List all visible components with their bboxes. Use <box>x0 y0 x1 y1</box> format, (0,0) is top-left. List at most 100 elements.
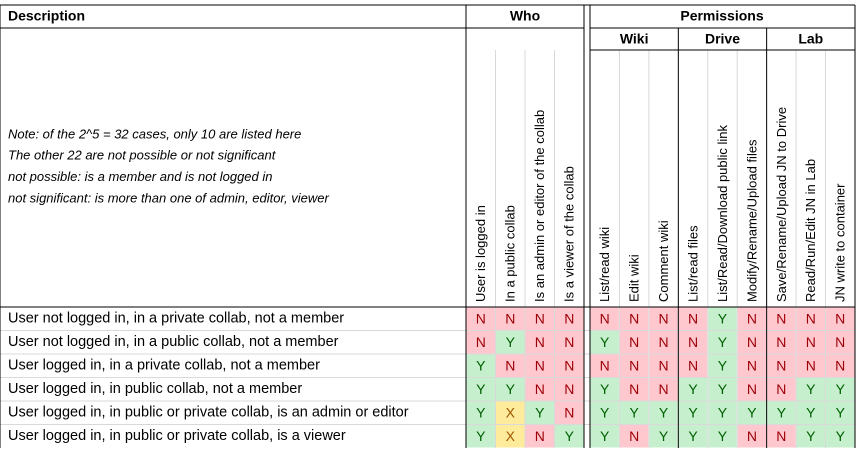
cell-value: N <box>776 428 786 444</box>
cell-value: N <box>535 428 545 444</box>
cell-value: N <box>659 334 669 350</box>
note-line: not significant: is more than one of adm… <box>8 190 330 205</box>
cell-value: N <box>806 357 816 373</box>
cell-value: N <box>564 310 574 326</box>
cell-value: N <box>747 428 757 444</box>
row-label: User logged in, in a private collab, not… <box>8 358 320 374</box>
permissions-header: Permissions <box>680 8 763 24</box>
cell-value: N <box>806 310 816 326</box>
cell-value: Y <box>718 310 728 326</box>
cell-value: N <box>564 404 574 420</box>
cell-value: N <box>505 357 515 373</box>
cell-value: Y <box>718 428 728 444</box>
cell-value: N <box>776 381 786 397</box>
cell-value: Y <box>806 428 816 444</box>
cell-value: Y <box>747 404 757 420</box>
cell-value: N <box>747 357 757 373</box>
cell-value: Y <box>506 334 516 350</box>
column-header: Is a viewer of the collab <box>562 166 577 302</box>
note-line: The other 22 are not possible or not sig… <box>8 148 277 163</box>
cell-value: Y <box>600 404 610 420</box>
cell-value: Y <box>659 404 669 420</box>
cell-value: Y <box>629 404 639 420</box>
column-header: Save/Rename/Upload JN to Drive <box>774 107 789 302</box>
cell-value: N <box>806 334 816 350</box>
cell-value: Y <box>688 404 698 420</box>
cell-value: Y <box>600 381 610 397</box>
column-header: List/read wiki <box>597 227 612 302</box>
cell-value: N <box>659 310 669 326</box>
cell-value: N <box>776 310 786 326</box>
column-header: List/read files <box>685 225 700 302</box>
column-header: Comment wiki <box>656 220 671 302</box>
cell-value: N <box>629 357 639 373</box>
cell-value: Y <box>659 428 669 444</box>
column-header: In a public collab <box>503 205 518 302</box>
column-header: User is logged in <box>473 205 488 302</box>
who-header: Who <box>510 8 540 24</box>
group-header: Lab <box>798 31 823 47</box>
cell-value: N <box>600 310 610 326</box>
cell-value: N <box>659 381 669 397</box>
cell-value: Y <box>718 334 728 350</box>
row-label: User logged in, in public or private col… <box>8 428 346 444</box>
cell-value: N <box>629 310 639 326</box>
cell-value: N <box>688 334 698 350</box>
note-line: not possible: is a member and is not log… <box>8 169 273 184</box>
group-header: Wiki <box>620 31 649 47</box>
note-line: Note: of the 2^5 = 32 cases, only 10 are… <box>8 126 301 141</box>
row-label: User not logged in, in a public collab, … <box>8 334 339 350</box>
cell-value: N <box>776 357 786 373</box>
cell-value: N <box>629 428 639 444</box>
cell-value: N <box>535 334 545 350</box>
cell-value: N <box>835 334 845 350</box>
cell-value: Y <box>600 334 610 350</box>
cell-value: N <box>747 381 757 397</box>
cell-value: N <box>659 357 669 373</box>
row-label: User logged in, in public collab, not a … <box>8 381 302 397</box>
cell-value: N <box>535 381 545 397</box>
column-header: Modify/Rename/Upload files <box>744 139 759 302</box>
column-header: List/Read/Download public link <box>715 124 730 302</box>
cell-value: N <box>629 334 639 350</box>
cell-value: X <box>506 404 516 420</box>
cell-value: N <box>747 310 757 326</box>
cell-value: N <box>505 310 515 326</box>
cell-value: Y <box>806 381 816 397</box>
cell-value: Y <box>718 357 728 373</box>
cell-value: Y <box>836 404 846 420</box>
cell-value: Y <box>718 404 728 420</box>
cell-value: N <box>476 334 486 350</box>
group-header: Drive <box>705 31 740 47</box>
cell-value: N <box>688 357 698 373</box>
cell-value: Y <box>836 428 846 444</box>
cell-value: N <box>476 310 486 326</box>
cell-value: Y <box>476 428 486 444</box>
column-header: Is an admin or editor of the collab <box>532 110 547 302</box>
cell-value: N <box>600 357 610 373</box>
cell-value: Y <box>777 404 787 420</box>
cell-value: Y <box>688 428 698 444</box>
cell-value: Y <box>718 381 728 397</box>
cell-value: Y <box>476 357 486 373</box>
cell-value: Y <box>688 381 698 397</box>
column-header: Read/Run/Edit JN in Lab <box>803 159 818 302</box>
column-header: JN write to container <box>833 183 848 302</box>
row-label: User not logged in, in a private collab,… <box>8 311 344 327</box>
cell-value: N <box>535 310 545 326</box>
cell-value: N <box>564 357 574 373</box>
row-label: User logged in, in public or private col… <box>8 405 409 421</box>
cell-value: N <box>629 381 639 397</box>
cell-value: Y <box>476 404 486 420</box>
cell-value: N <box>688 310 698 326</box>
description-header: Description <box>8 8 85 24</box>
cell-value: Y <box>806 404 816 420</box>
cell-value: Y <box>565 428 575 444</box>
cell-value: N <box>564 334 574 350</box>
cell-value: Y <box>836 381 846 397</box>
column-header: Edit wiki <box>627 254 642 302</box>
cell-value: Y <box>476 381 486 397</box>
cell-value: N <box>776 334 786 350</box>
cell-value: Y <box>535 404 545 420</box>
